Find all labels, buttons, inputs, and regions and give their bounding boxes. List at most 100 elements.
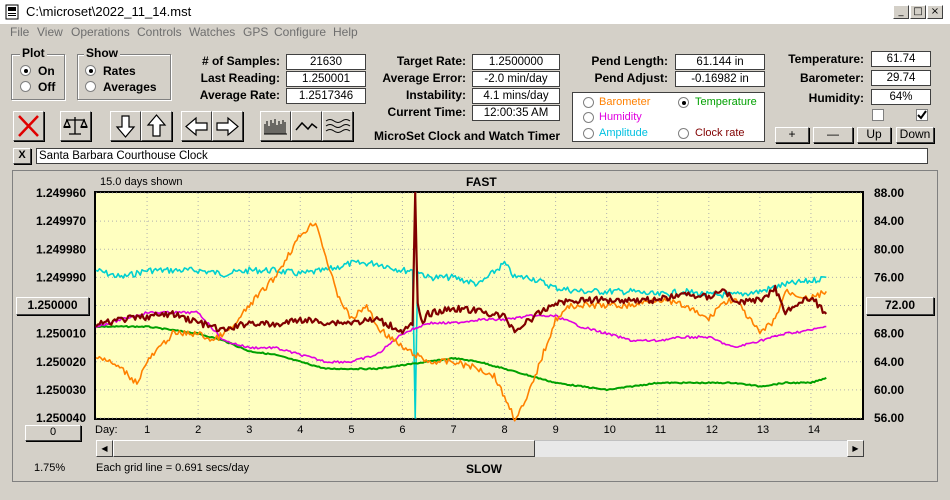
scroll-right-button[interactable] xyxy=(212,111,243,141)
clock-rate-radio[interactable] xyxy=(678,128,689,139)
day-axis-label: Day: xyxy=(95,424,118,436)
arrow-down-icon xyxy=(115,115,136,138)
y-right-tick: 76.00 xyxy=(874,270,904,284)
last-reading-label: Last Reading: xyxy=(200,71,280,85)
target-rate-field: 1.2500000 xyxy=(472,54,560,70)
up-button[interactable]: Up xyxy=(857,127,891,143)
plot-on-label: On xyxy=(38,64,55,78)
temperature-radio[interactable] xyxy=(678,97,689,108)
days-shown-label: 15.0 days shown xyxy=(100,176,183,188)
averages-radio[interactable] xyxy=(85,81,96,92)
y-left-tick: 1.250030 xyxy=(36,383,86,397)
minimize-button[interactable]: _ xyxy=(893,5,909,19)
close-button[interactable]: × xyxy=(927,5,943,19)
chart-frame xyxy=(12,170,938,482)
x-tick: 2 xyxy=(195,424,201,436)
amplitude-radio[interactable] xyxy=(583,128,594,139)
current-time-field: 12:00:35 AM xyxy=(472,105,560,121)
right-axis-center-button[interactable]: 72.00 xyxy=(866,297,934,315)
menu-operations[interactable]: Operations xyxy=(71,25,130,39)
humidity-radio[interactable] xyxy=(583,112,594,123)
balance-button[interactable] xyxy=(60,111,91,141)
pend-adjust-field: -0.16982 in xyxy=(675,71,765,87)
y-left-tick: 1.249980 xyxy=(36,242,86,256)
scroll-left-button[interactable] xyxy=(181,111,212,141)
scroll-left-arrow[interactable]: ◀ xyxy=(96,440,113,457)
rates-label: Rates xyxy=(103,64,136,78)
plot-off-label: Off xyxy=(38,80,56,94)
checkbox-1[interactable] xyxy=(872,109,884,121)
wave-icon xyxy=(295,121,318,131)
plot-area xyxy=(94,191,864,420)
down-button[interactable]: Down xyxy=(896,127,934,143)
minus-button[interactable]: — xyxy=(813,127,853,143)
menu-gps[interactable]: GPS xyxy=(243,25,269,39)
avg-rate-label: Average Rate: xyxy=(199,88,280,102)
pend-adjust-label: Pend Adjust: xyxy=(594,71,668,85)
plus-button[interactable]: + xyxy=(775,127,809,143)
watch-name-field[interactable]: Santa Barbara Courthouse Clock xyxy=(36,148,928,164)
barometer-radio[interactable] xyxy=(583,97,594,108)
menu-file[interactable]: File xyxy=(10,25,30,39)
y-right-tick: 68.00 xyxy=(874,327,904,341)
target-rate-label: Target Rate: xyxy=(396,54,466,68)
rates-radio[interactable] xyxy=(85,65,96,76)
left-axis-center-button[interactable]: 1.250000 xyxy=(16,297,89,315)
samples-label: # of Samples: xyxy=(201,54,280,68)
y-right-tick: 88.00 xyxy=(874,186,904,200)
samples-view-button[interactable] xyxy=(260,111,291,141)
x-tick: 7 xyxy=(450,424,456,436)
maximize-button[interactable]: □ xyxy=(910,5,926,19)
app-icon xyxy=(5,4,19,20)
y-left-tick: 1.250010 xyxy=(36,327,86,341)
pend-length-label: Pend Length: xyxy=(591,54,668,68)
series-line-temperature xyxy=(95,325,827,392)
scroll-right-arrow[interactable]: ▶ xyxy=(847,440,864,457)
percent-label: 1.75% xyxy=(34,462,66,474)
menu-help[interactable]: Help xyxy=(333,25,358,39)
barometer-label: Barometer: xyxy=(799,71,864,85)
menu-watches[interactable]: Watches xyxy=(189,25,236,39)
multi-wave-button[interactable] xyxy=(322,111,353,141)
instability-label: Instability: xyxy=(405,88,466,102)
averages-label: Averages xyxy=(103,80,157,94)
series-line-humidity xyxy=(95,310,827,364)
x-tick: 4 xyxy=(297,424,303,436)
window-title: C:\microset\2022_11_14.mst xyxy=(26,4,192,19)
left-axis-zero-button[interactable]: 0 xyxy=(25,425,81,441)
last-reading-field: 1.250001 xyxy=(286,71,366,87)
wave-view-button[interactable] xyxy=(291,111,322,141)
x-tick: 8 xyxy=(502,424,508,436)
plot-off-radio[interactable] xyxy=(20,81,31,92)
menu-configure[interactable]: Configure xyxy=(274,25,327,39)
humidity-field: 64% xyxy=(871,89,931,105)
scroll-thumb[interactable] xyxy=(113,440,535,457)
show-group-title: Show xyxy=(84,46,120,60)
x-tick: 3 xyxy=(246,424,252,436)
y-left-tick: 1.250020 xyxy=(36,355,86,369)
slow-label: SLOW xyxy=(466,462,502,476)
multi-wave-icon xyxy=(325,119,351,133)
menu-view[interactable]: View xyxy=(37,25,63,39)
arrow-up-icon xyxy=(146,114,167,137)
grid-note: Each grid line = 0.691 secs/day xyxy=(96,462,250,474)
menu-controls[interactable]: Controls xyxy=(137,25,182,39)
title-bar xyxy=(0,0,950,24)
arrow-right-icon xyxy=(216,116,239,137)
move-up-button[interactable] xyxy=(141,111,172,141)
x-tick: 1 xyxy=(144,424,150,436)
current-time-label: Current Time: xyxy=(387,105,466,119)
close-watch-button[interactable]: X xyxy=(13,148,31,164)
move-down-button[interactable] xyxy=(110,111,141,141)
avg-rate-field: 1.2517346 xyxy=(286,88,366,104)
plot-on-radio[interactable] xyxy=(20,65,31,76)
y-right-tick: 80.00 xyxy=(874,242,904,256)
y-left-tick: 1.250040 xyxy=(36,411,86,425)
series-line-amplitude xyxy=(95,259,827,419)
fast-label: FAST xyxy=(466,175,497,189)
checkbox-2[interactable] xyxy=(916,109,928,121)
x-tick: 6 xyxy=(399,424,405,436)
temperature-field: 61.74 xyxy=(871,51,931,67)
delete-button[interactable] xyxy=(13,111,44,141)
pend-length-field: 61.144 in xyxy=(675,54,765,70)
